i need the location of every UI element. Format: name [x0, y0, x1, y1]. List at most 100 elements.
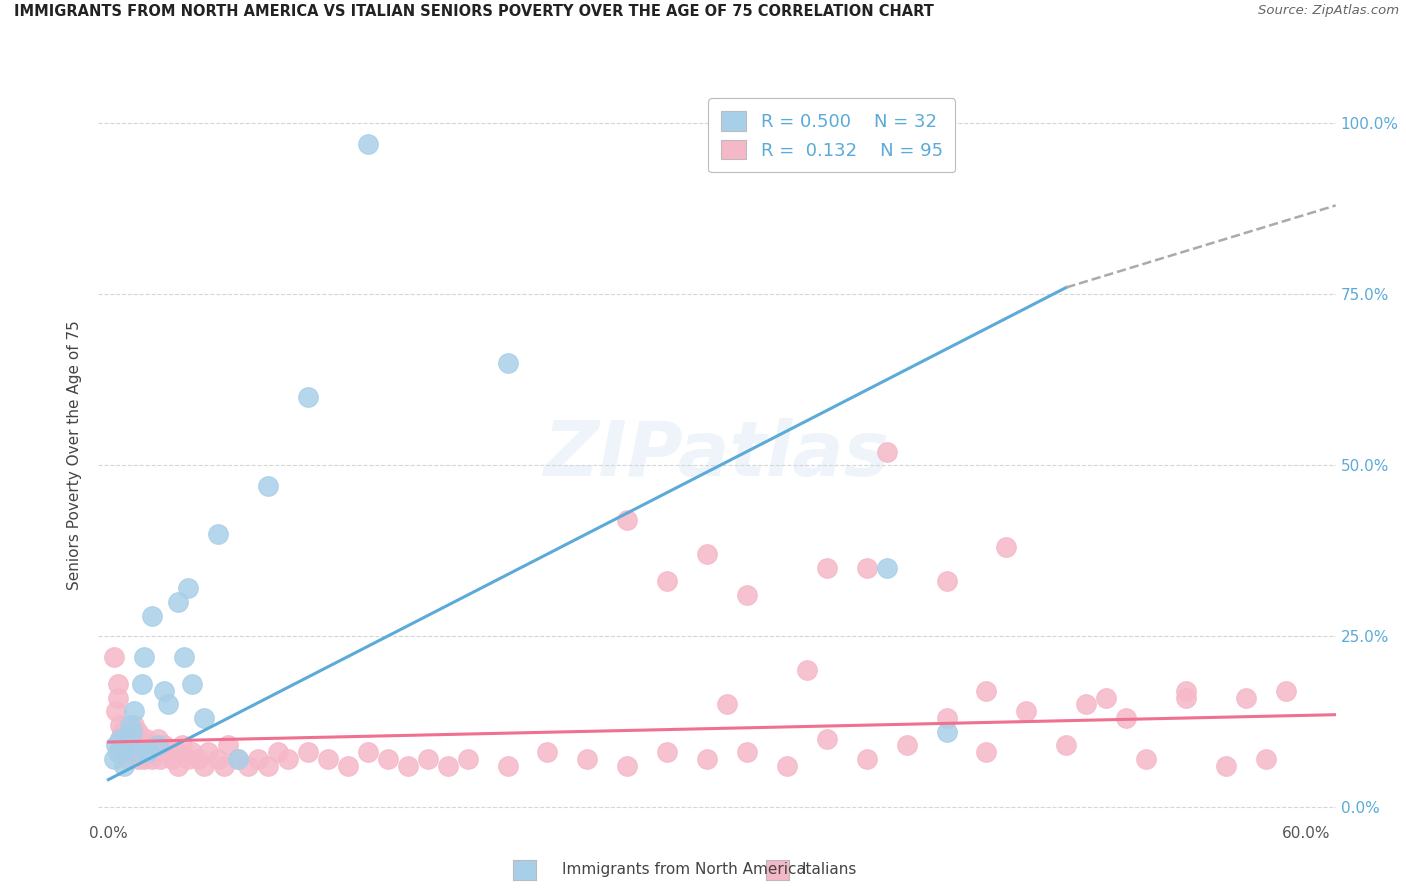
Point: [416, 752, 439, 766]
Point: [193, 711, 215, 725]
Point: [117, 752, 139, 766]
Point: [117, 739, 139, 753]
Y-axis label: Seniors Poverty Over the Age of 75: Seniors Poverty Over the Age of 75: [67, 320, 83, 590]
Point: [124, 704, 146, 718]
Point: [103, 752, 125, 766]
Point: [172, 739, 194, 753]
Point: [247, 752, 270, 766]
Point: [976, 745, 998, 759]
Point: [496, 356, 519, 370]
Point: [197, 745, 219, 759]
Point: [127, 724, 149, 739]
Point: [207, 752, 229, 766]
Point: [776, 759, 799, 773]
Point: [657, 745, 679, 759]
Point: [129, 739, 152, 753]
Point: [436, 759, 458, 773]
Point: [1015, 704, 1038, 718]
Point: [153, 739, 176, 753]
Point: [796, 663, 818, 677]
Text: IMMIGRANTS FROM NORTH AMERICA VS ITALIAN SENIORS POVERTY OVER THE AGE OF 75 CORR: IMMIGRANTS FROM NORTH AMERICA VS ITALIAN…: [14, 4, 934, 20]
Text: Source: ZipAtlas.com: Source: ZipAtlas.com: [1258, 4, 1399, 18]
Point: [107, 745, 129, 759]
Point: [105, 704, 128, 718]
Point: [193, 759, 215, 773]
Point: [110, 731, 132, 746]
Point: [357, 745, 380, 759]
Point: [277, 752, 299, 766]
Point: [735, 588, 758, 602]
Point: [112, 745, 135, 759]
Point: [136, 745, 159, 759]
Text: Italians: Italians: [801, 863, 856, 877]
Point: [148, 739, 170, 753]
Point: [876, 444, 898, 458]
Point: [377, 752, 399, 766]
Point: [226, 752, 249, 766]
Point: [111, 745, 134, 759]
Point: [110, 731, 132, 746]
Point: [815, 731, 838, 746]
Point: [131, 745, 153, 759]
Legend: R = 0.500    N = 32, R =  0.132    N = 95: R = 0.500 N = 32, R = 0.132 N = 95: [709, 98, 956, 172]
Point: [716, 698, 738, 712]
Point: [110, 718, 132, 732]
Point: [115, 731, 138, 746]
Point: [141, 752, 163, 766]
Point: [127, 745, 149, 759]
Point: [187, 752, 209, 766]
Point: [217, 739, 239, 753]
Point: [1115, 711, 1137, 725]
Point: [1135, 752, 1157, 766]
Point: [576, 752, 599, 766]
Point: [815, 560, 838, 574]
Point: [134, 752, 156, 766]
Point: [105, 739, 128, 753]
Point: [115, 739, 138, 753]
Point: [976, 683, 998, 698]
Point: [735, 745, 758, 759]
Point: [135, 731, 157, 746]
Point: [212, 759, 235, 773]
Point: [297, 745, 319, 759]
Point: [121, 731, 143, 746]
Point: [120, 718, 142, 732]
Point: [396, 759, 419, 773]
Point: [181, 677, 204, 691]
Point: [616, 759, 638, 773]
Point: [173, 649, 195, 664]
Point: [657, 574, 679, 589]
Point: [1175, 683, 1198, 698]
Point: [995, 540, 1018, 554]
Point: [112, 759, 135, 773]
Point: [141, 608, 163, 623]
Point: [120, 745, 142, 759]
Point: [149, 752, 172, 766]
Point: [236, 759, 259, 773]
Point: [267, 745, 290, 759]
Point: [1054, 739, 1077, 753]
Point: [121, 724, 143, 739]
Point: [1234, 690, 1257, 705]
Point: [167, 759, 190, 773]
Point: [107, 690, 129, 705]
Point: [257, 478, 280, 492]
Point: [162, 752, 184, 766]
Point: [157, 698, 180, 712]
Point: [125, 739, 148, 753]
Point: [207, 526, 229, 541]
Point: [316, 752, 339, 766]
Point: [1095, 690, 1118, 705]
Point: [1175, 690, 1198, 705]
Point: [1275, 683, 1298, 698]
Point: [177, 581, 200, 595]
Point: [855, 560, 877, 574]
Point: [896, 739, 918, 753]
Point: [876, 560, 898, 574]
Point: [124, 718, 146, 732]
Point: [1076, 698, 1098, 712]
Point: [148, 731, 170, 746]
Point: [181, 745, 204, 759]
Text: ZIPatlas: ZIPatlas: [544, 418, 890, 491]
Point: [1254, 752, 1277, 766]
